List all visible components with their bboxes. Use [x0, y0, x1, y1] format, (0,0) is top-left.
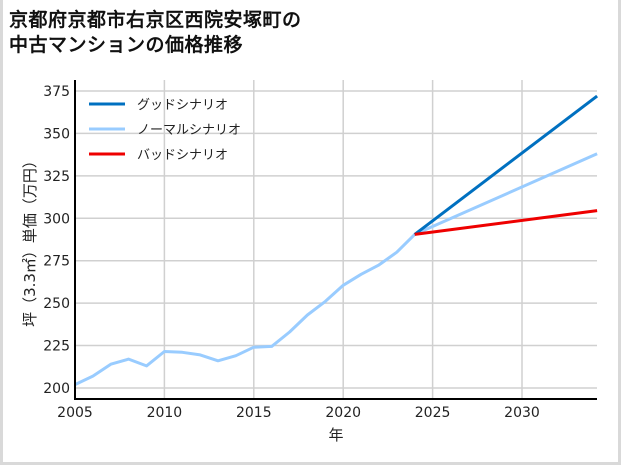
y-tick-label: 350	[43, 126, 70, 142]
series-lines	[74, 94, 599, 386]
chart-frame	[3, 0, 618, 462]
y-axis-label: 坪（3.3㎡）単価（万円）	[21, 153, 39, 327]
tick-labels: 200 225 250 275 300 325 350 375 2005 2010 2015 2020…	[43, 84, 540, 421]
y-tick-label: 375	[43, 84, 70, 100]
y-tick-label: 225	[43, 339, 70, 355]
series-line	[413, 94, 599, 236]
y-tick-label: 325	[43, 169, 70, 185]
x-tick-label: 2010	[147, 405, 183, 421]
y-tick-label: 275	[43, 254, 70, 270]
y-tick-label: 300	[43, 211, 70, 227]
x-tick-label: 2020	[325, 405, 361, 421]
x-tick-label: 2030	[504, 405, 540, 421]
legend-label: ノーマルシナリオ	[137, 123, 241, 138]
legend-label: グッドシナリオ	[137, 98, 228, 113]
x-axis-label: 年	[328, 426, 343, 444]
x-tick-label: 2015	[236, 405, 272, 421]
chart-title: 京都府京都市右京区西院安塚町の 中古マンションの価格推移	[9, 8, 302, 58]
axes	[74, 80, 597, 400]
x-tick-label: 2025	[415, 405, 451, 421]
legend-label: バッドシナリオ	[137, 148, 228, 163]
chart-title-line2: 中古マンションの価格推移	[9, 34, 244, 56]
y-tick-label: 250	[43, 296, 70, 312]
y-tick-label: 200	[43, 381, 70, 397]
grid-lines	[74, 80, 597, 399]
chart-title-line1: 京都府京都市右京区西院安塚町の	[9, 9, 302, 31]
series-line	[414, 209, 598, 236]
series-line	[74, 152, 598, 386]
x-tick-label: 2005	[57, 405, 93, 421]
